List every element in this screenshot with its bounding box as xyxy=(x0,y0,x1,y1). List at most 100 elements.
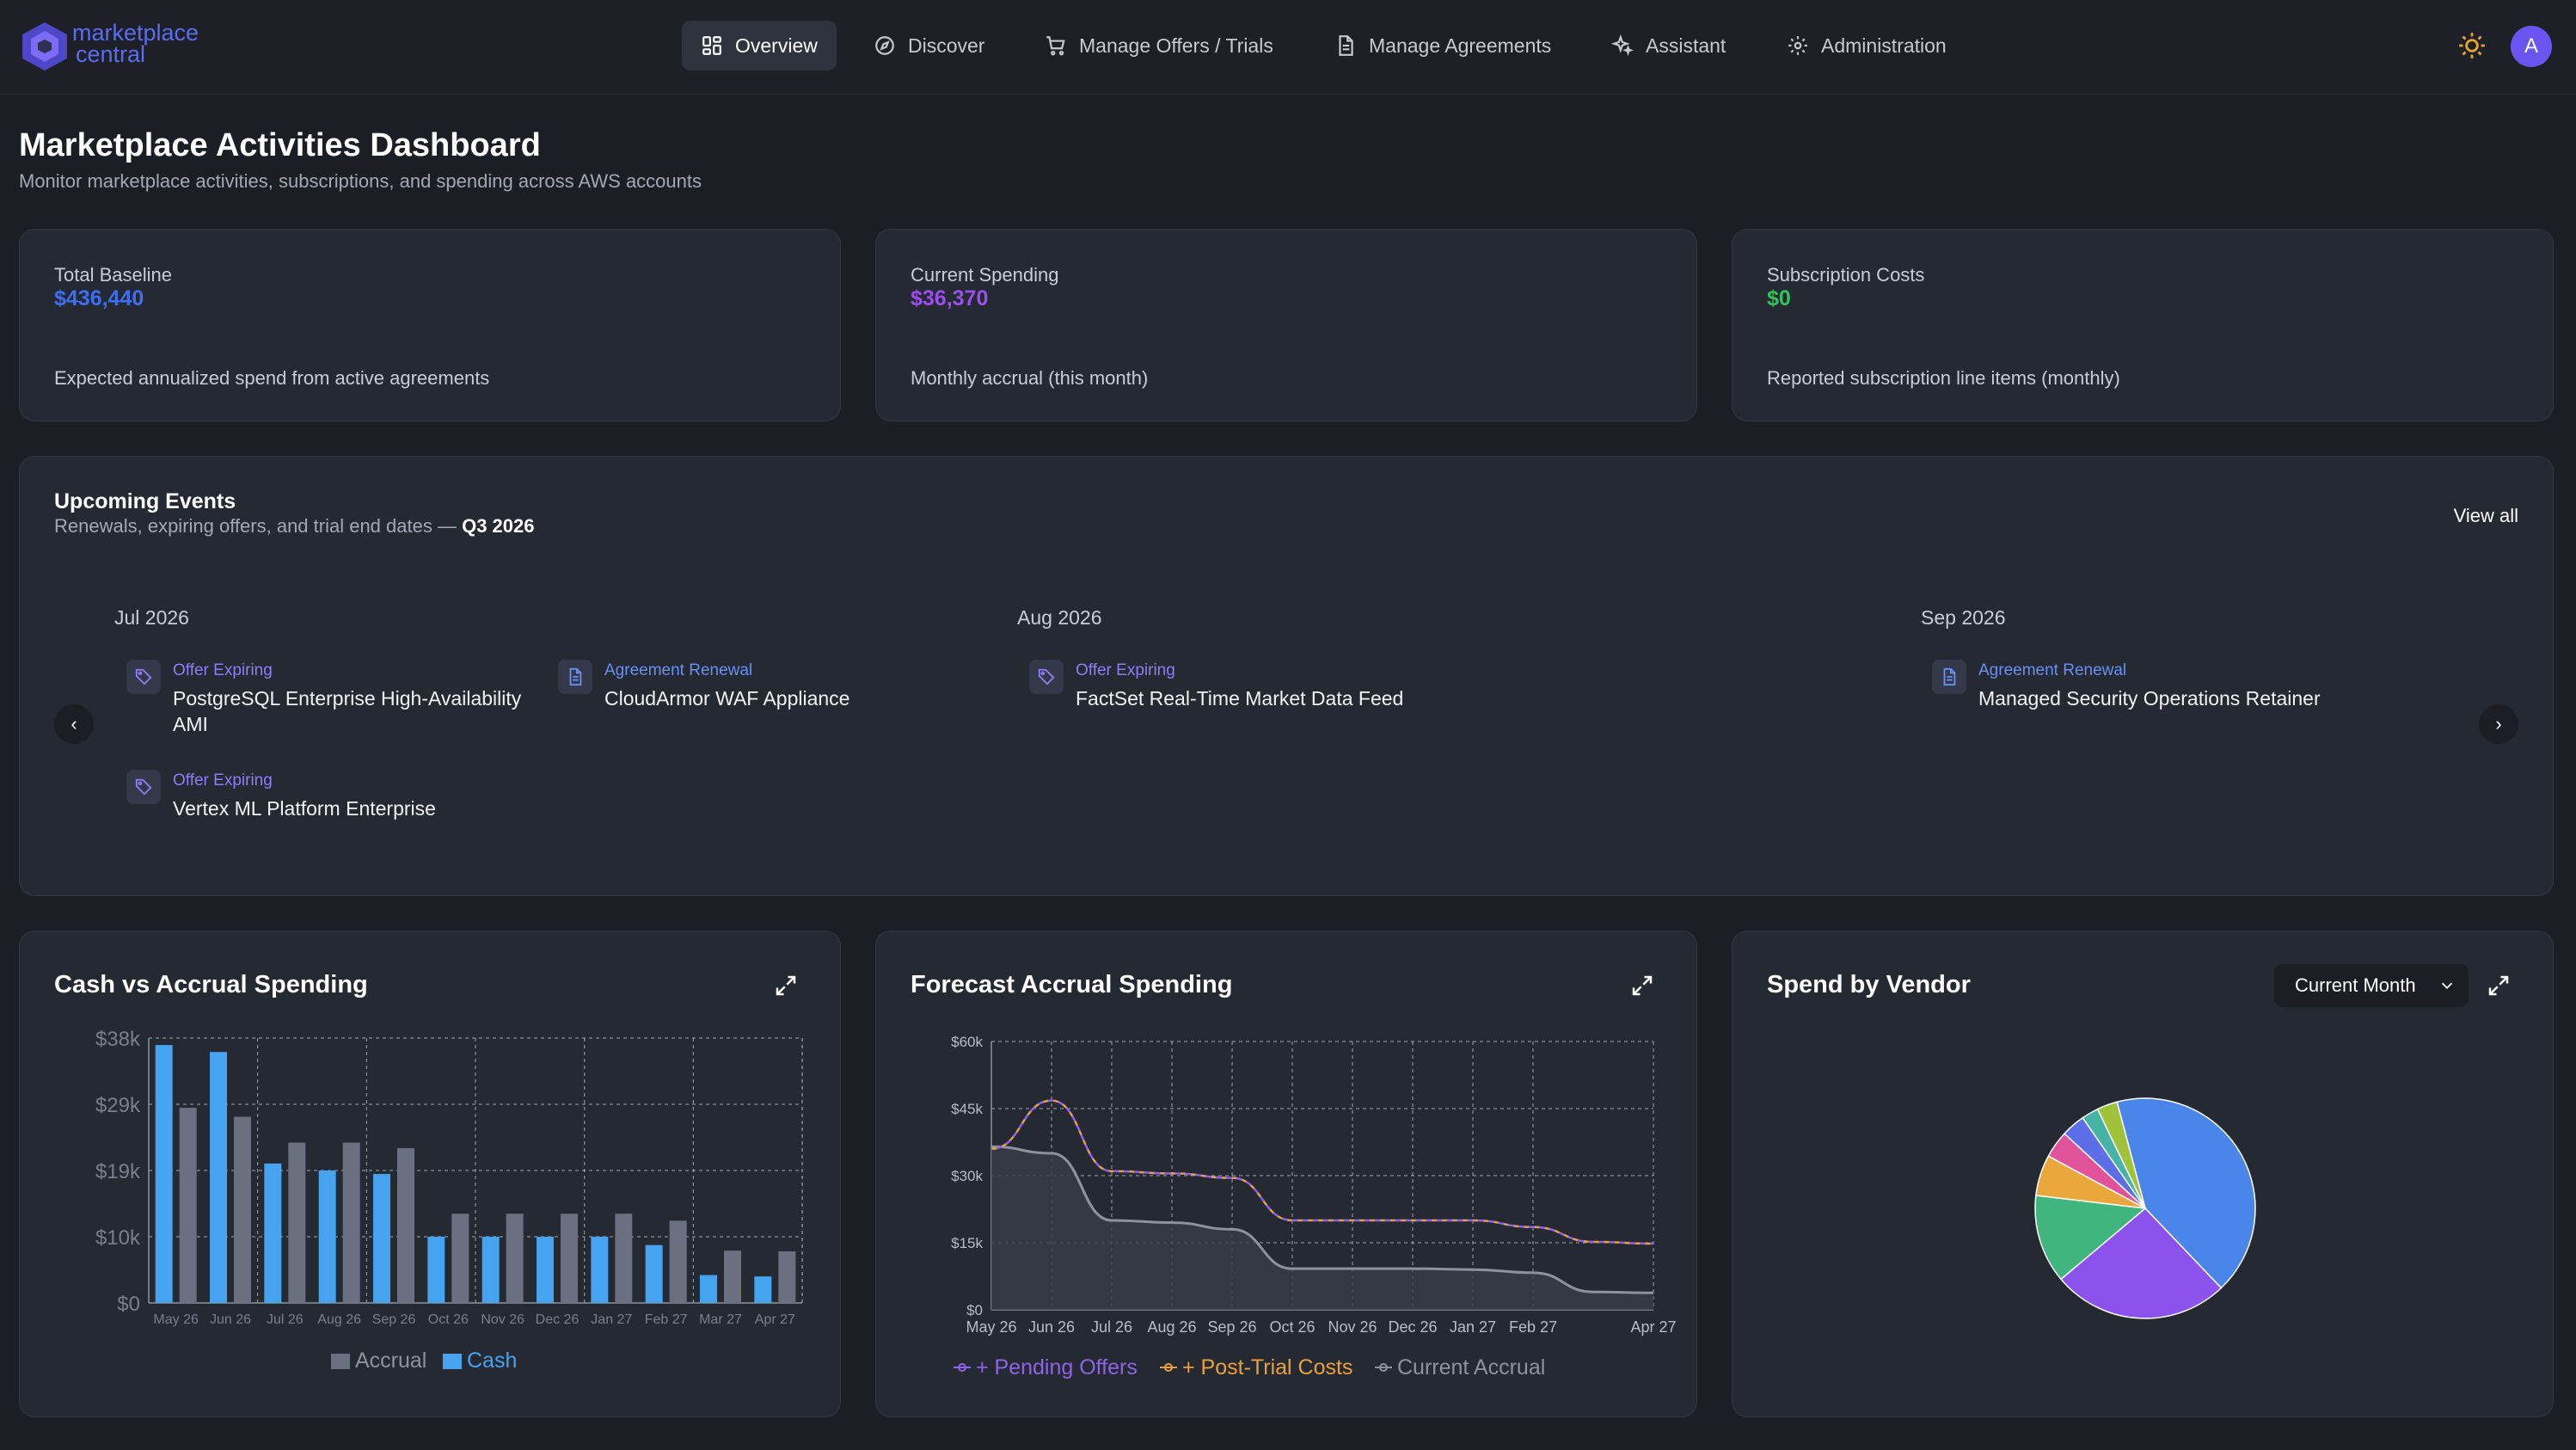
page-title: Marketplace Activities Dashboard xyxy=(19,127,541,163)
nav-manage-offers[interactable]: Manage Offers / Trials xyxy=(1026,21,1292,71)
kpi-desc: Expected annualized spend from active ag… xyxy=(54,367,490,389)
x-tick-label: Dec 26 xyxy=(536,1312,580,1327)
accrual-bar xyxy=(179,1108,197,1303)
x-tick-label: Feb 27 xyxy=(1509,1318,1557,1336)
tag-icon xyxy=(126,660,161,694)
accrual-bar xyxy=(288,1142,306,1303)
document-icon xyxy=(1932,660,1966,694)
accrual-bar xyxy=(615,1213,633,1303)
cash-bar xyxy=(427,1237,445,1303)
accrual-bar xyxy=(669,1220,687,1303)
nav-label: Manage Offers / Trials xyxy=(1079,34,1273,57)
expand-icon[interactable] xyxy=(773,973,799,998)
x-tick-label: Apr 27 xyxy=(755,1312,795,1327)
cash-bar xyxy=(210,1052,227,1303)
event-name: CloudArmor WAF Appliance xyxy=(604,687,850,710)
nav-manage-agreements[interactable]: Manage Agreements xyxy=(1316,21,1570,71)
logo-line2: central xyxy=(76,41,146,67)
upcoming-events-card: Upcoming Events Renewals, expiring offer… xyxy=(19,456,2554,896)
x-tick-label: Jun 26 xyxy=(210,1312,251,1327)
period-select[interactable]: Current Month xyxy=(2274,964,2469,1007)
nav-assistant[interactable]: Assistant xyxy=(1592,21,1745,71)
x-tick-label: Jan 27 xyxy=(1450,1318,1496,1336)
event-item[interactable]: Offer Expiring Vertex ML Platform Enterpr… xyxy=(126,770,556,821)
nav-discover[interactable]: Discover xyxy=(855,21,1003,71)
view-all-link[interactable]: View all xyxy=(2453,505,2518,526)
nav-administration[interactable]: Administration xyxy=(1768,21,1966,71)
prev-arrow-button[interactable]: ‹ xyxy=(54,704,94,744)
expand-icon[interactable] xyxy=(2486,973,2512,998)
grid-icon xyxy=(702,36,721,55)
x-tick-label: May 26 xyxy=(966,1318,1016,1336)
x-tick-label: Aug 26 xyxy=(317,1312,361,1327)
event-type: Offer Expiring xyxy=(1076,661,1175,679)
cash-bar xyxy=(373,1174,390,1303)
cash-bar xyxy=(537,1237,554,1303)
events-title: Upcoming Events xyxy=(54,489,236,513)
y-tick-label: $19k xyxy=(95,1160,141,1183)
legend-pending-label: + Pending Offers xyxy=(976,1355,1138,1379)
event-name: PostgreSQL Enterprise High-Availability … xyxy=(173,687,522,735)
accrual-bar xyxy=(451,1213,469,1303)
legend-cash-label: Cash xyxy=(467,1349,517,1373)
legend-pending-marker xyxy=(958,1363,966,1372)
x-tick-label: Jul 26 xyxy=(1091,1318,1132,1336)
page-subtitle: Monitor marketplace activities, subscrip… xyxy=(19,170,702,192)
y-tick-label: $30k xyxy=(951,1168,983,1184)
pie-slice xyxy=(2096,1101,2146,1209)
month-label: Aug 2026 xyxy=(1017,606,1102,629)
event-item[interactable]: Offer Expiring PostgreSQL Enterprise High… xyxy=(126,660,556,737)
expand-icon[interactable] xyxy=(1629,973,1655,998)
cash-bar xyxy=(700,1275,717,1303)
logo-icon xyxy=(22,22,67,71)
chevron-down-icon xyxy=(2441,982,2453,990)
forecast-chart: $0 $15k $30k $45k $60k May 26 Jun 26 Jul 26 Aug … xyxy=(951,1034,1676,1379)
y-tick-label: $29k xyxy=(95,1094,141,1117)
cash-bar xyxy=(754,1276,772,1303)
document-icon xyxy=(558,660,592,694)
y-tick-label: $15k xyxy=(951,1235,983,1251)
event-name: Managed Security Operations Retainer xyxy=(1978,687,2321,710)
logo-text[interactable]: marketplace central xyxy=(72,20,199,67)
event-item[interactable]: Agreement Renewal Managed Security Operat… xyxy=(1932,660,2448,711)
nav-label: Administration xyxy=(1821,34,1947,57)
accrual-bar xyxy=(561,1213,578,1303)
x-tick-label: Jan 27 xyxy=(591,1312,632,1327)
forecast-card: Forecast Accrual Spending $0 $15k $30k $45k… xyxy=(875,931,1697,1417)
select-value: Current Month xyxy=(2295,974,2416,996)
logo-line1: marketplace xyxy=(72,20,199,46)
y-tick-label: $10k xyxy=(95,1226,141,1250)
pending-offers-line xyxy=(991,1099,1654,1245)
gear-icon xyxy=(1788,36,1807,55)
cash-accrual-chart: $0 $10k $19k $29k $38k May 26 Jun 26 Jul 26 Aug … xyxy=(95,1028,803,1373)
event-item[interactable]: Offer Expiring FactSet Real-Time Market D… xyxy=(1029,660,1545,711)
avatar[interactable]: A xyxy=(2511,26,2552,67)
x-tick-label: Sep 26 xyxy=(372,1312,416,1327)
y-tick-label: $0 xyxy=(966,1302,983,1318)
event-item[interactable]: Agreement Renewal CloudArmor WAF Applianc… xyxy=(558,660,988,711)
accrual-bar xyxy=(342,1142,360,1303)
event-name: Vertex ML Platform Enterprise xyxy=(173,797,436,820)
legend-current-marker xyxy=(1379,1363,1388,1372)
nav-label: Overview xyxy=(735,34,818,57)
nav-label: Assistant xyxy=(1646,34,1727,57)
y-tick-label: $60k xyxy=(951,1034,983,1050)
sun-icon[interactable] xyxy=(2457,31,2487,60)
x-tick-label: Apr 27 xyxy=(1630,1318,1676,1336)
nav-overview[interactable]: Overview xyxy=(682,21,837,71)
pie-slice xyxy=(2116,1097,2256,1289)
x-tick-label: Nov 26 xyxy=(1328,1318,1377,1336)
kpi-label: Total Baseline xyxy=(54,264,172,286)
chart-title: Cash vs Accrual Spending xyxy=(54,971,368,998)
kpi-current-spending: Current Spending $36,370 Monthly accrual… xyxy=(875,229,1697,421)
cart-icon xyxy=(1046,36,1065,56)
next-arrow-button[interactable]: › xyxy=(2479,704,2518,744)
x-tick-label: Dec 26 xyxy=(1388,1318,1437,1336)
kpi-subscription-costs: Subscription Costs $0 Reported subscript… xyxy=(1732,229,2554,421)
compass-icon xyxy=(875,36,894,55)
x-tick-label: Mar 27 xyxy=(699,1312,742,1327)
legend-post-trial-marker xyxy=(1164,1363,1173,1372)
event-type: Offer Expiring xyxy=(173,771,273,790)
y-tick-label: $45k xyxy=(951,1101,983,1117)
pie-slice xyxy=(2034,1195,2147,1281)
